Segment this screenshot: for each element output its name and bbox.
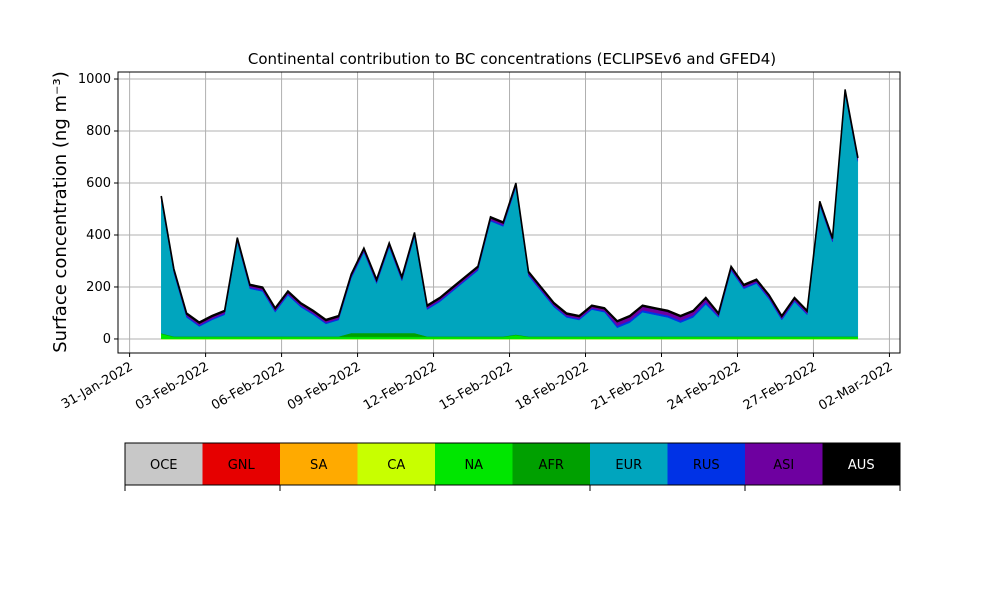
y-tick-label: 600 xyxy=(86,176,111,191)
colorbar-frame xyxy=(124,442,901,486)
x-tick-label: 24-Feb-2022 xyxy=(665,359,744,413)
legend-swatch xyxy=(667,443,745,485)
y-tick-label: 200 xyxy=(86,280,111,295)
legend-swatch xyxy=(357,443,435,485)
legend-label: RUS xyxy=(693,458,720,473)
y-axis-label: Surface concentration (ng m⁻³) xyxy=(50,71,71,353)
legend-label: AUS xyxy=(848,458,875,473)
x-tick-label: 09-Feb-2022 xyxy=(285,359,364,413)
legend-label: NA xyxy=(464,458,483,473)
x-tick-label: 12-Feb-2022 xyxy=(361,359,440,413)
x-tick-label: 02-Mar-2022 xyxy=(816,359,895,413)
x-tick-label: 06-Feb-2022 xyxy=(209,359,288,413)
legend-label: CA xyxy=(387,458,405,473)
legend-label: GNL xyxy=(228,458,256,473)
legend-swatch xyxy=(745,443,823,485)
y-tick-label: 1000 xyxy=(78,72,111,87)
legend-swatch xyxy=(125,443,203,485)
legend-label: ASI xyxy=(773,458,794,473)
legend-label: AFR xyxy=(539,458,564,473)
legend-swatch xyxy=(202,443,280,485)
area-aus xyxy=(160,89,859,324)
plot-frame xyxy=(117,71,901,354)
legend-swatch xyxy=(435,443,513,485)
legend-swatch xyxy=(590,443,668,485)
legend-label: SA xyxy=(310,458,327,473)
y-tick-label: 0 xyxy=(103,332,111,347)
y-tick-label: 400 xyxy=(86,228,111,243)
legend-swatch xyxy=(822,443,900,485)
y-tick-label: 800 xyxy=(86,124,111,139)
x-tick-label: 21-Feb-2022 xyxy=(589,359,668,413)
x-tick-label: 31-Jan-2022 xyxy=(59,359,136,412)
x-tick-label: 03-Feb-2022 xyxy=(133,359,212,413)
legend-swatch xyxy=(280,443,358,485)
legend-swatch xyxy=(512,443,590,485)
colorbar-ticks xyxy=(124,485,901,491)
legend-label: EUR xyxy=(615,458,642,473)
x-tick-label: 27-Feb-2022 xyxy=(741,359,820,413)
chart-title: Continental contribution to BC concentra… xyxy=(248,50,776,68)
x-tick-label: 15-Feb-2022 xyxy=(437,359,516,413)
x-tick-label: 18-Feb-2022 xyxy=(513,359,592,413)
legend-label: OCE xyxy=(150,458,178,473)
